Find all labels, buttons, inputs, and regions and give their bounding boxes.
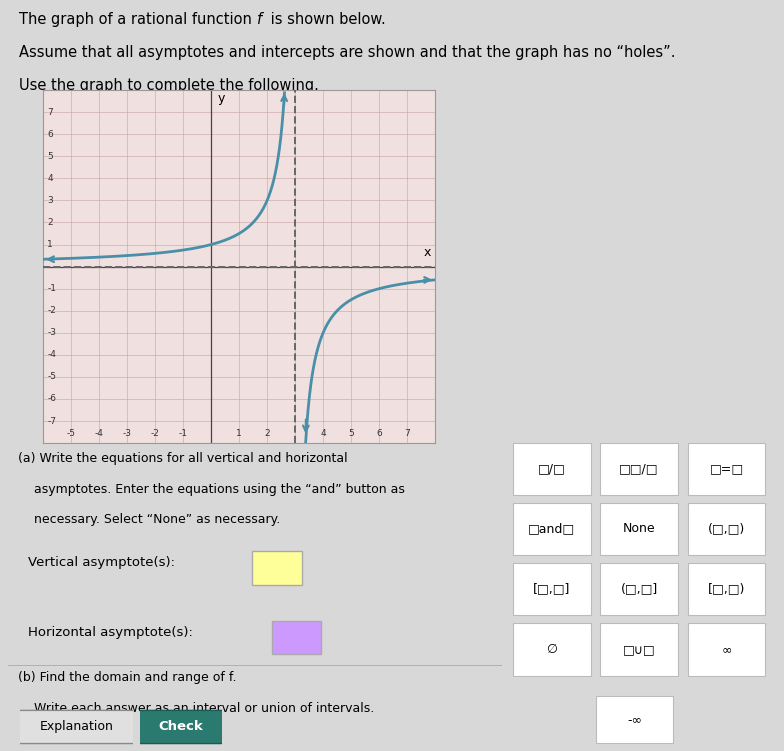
Text: Explanation: Explanation	[39, 720, 114, 734]
Text: -1: -1	[47, 284, 56, 293]
FancyBboxPatch shape	[688, 623, 765, 676]
Text: (a) Write the equations for all vertical and horizontal: (a) Write the equations for all vertical…	[18, 452, 347, 465]
Text: -4: -4	[47, 351, 56, 359]
Text: y: y	[218, 92, 226, 105]
Text: Use the graph to complete the following.: Use the graph to complete the following.	[20, 78, 319, 92]
Text: 6: 6	[47, 130, 53, 139]
Text: Vertical asymptote(s):: Vertical asymptote(s):	[27, 556, 175, 569]
Text: 2: 2	[47, 218, 53, 227]
Text: (□,□]: (□,□]	[620, 583, 658, 596]
Text: -4: -4	[95, 429, 103, 438]
Text: 7: 7	[47, 107, 53, 116]
Text: The graph of a rational function f: The graph of a rational function f	[20, 11, 261, 26]
Text: asymptotes. Enter the equations using the “and” button as: asymptotes. Enter the equations using th…	[18, 483, 405, 496]
Text: -∞: -∞	[627, 713, 642, 726]
Text: Horizontal asymptote(s):: Horizontal asymptote(s):	[27, 626, 192, 638]
FancyBboxPatch shape	[17, 710, 136, 743]
Text: ∅: ∅	[546, 643, 557, 656]
Text: is shown below.: is shown below.	[266, 11, 386, 26]
FancyBboxPatch shape	[138, 710, 223, 743]
Text: (b) Find the domain and range of f.: (b) Find the domain and range of f.	[18, 671, 236, 684]
Text: Assume that all asymptotes and intercepts are shown and that the graph has no “h: Assume that all asymptotes and intercept…	[20, 44, 676, 59]
FancyBboxPatch shape	[272, 621, 321, 654]
FancyBboxPatch shape	[513, 502, 590, 555]
Text: -5: -5	[67, 429, 75, 438]
Text: 4: 4	[321, 429, 326, 438]
Text: Check: Check	[158, 720, 203, 734]
Text: 2: 2	[264, 429, 270, 438]
Text: Write each answer as an interval or union of intervals.: Write each answer as an interval or unio…	[18, 701, 374, 715]
FancyBboxPatch shape	[596, 696, 673, 743]
Text: 5: 5	[348, 429, 354, 438]
Text: 4: 4	[47, 174, 53, 182]
Text: □/□: □/□	[538, 462, 565, 475]
FancyBboxPatch shape	[513, 623, 590, 676]
Text: 1: 1	[236, 429, 242, 438]
FancyBboxPatch shape	[601, 502, 678, 555]
FancyBboxPatch shape	[601, 442, 678, 495]
Text: (□,□): (□,□)	[708, 523, 745, 535]
Text: □□/□: □□/□	[619, 462, 659, 475]
Text: -2: -2	[151, 429, 160, 438]
Text: [□,□): [□,□)	[708, 583, 745, 596]
FancyBboxPatch shape	[688, 502, 765, 555]
Text: 7: 7	[405, 429, 410, 438]
Text: 3: 3	[47, 196, 53, 205]
Text: 5: 5	[47, 152, 53, 161]
Text: 6: 6	[376, 429, 382, 438]
Text: f: f	[257, 11, 262, 26]
Text: necessary. Select “None” as necessary.: necessary. Select “None” as necessary.	[18, 513, 280, 526]
Text: [□,□]: [□,□]	[533, 583, 571, 596]
FancyBboxPatch shape	[688, 442, 765, 495]
Text: -3: -3	[47, 328, 56, 337]
FancyBboxPatch shape	[513, 563, 590, 615]
Text: □and□: □and□	[528, 523, 575, 535]
Text: -5: -5	[47, 372, 56, 382]
Text: □=□: □=□	[710, 462, 743, 475]
Text: -1: -1	[179, 429, 187, 438]
FancyBboxPatch shape	[513, 442, 590, 495]
Text: 1: 1	[47, 240, 53, 249]
Text: -2: -2	[47, 306, 56, 315]
Text: -3: -3	[122, 429, 132, 438]
Text: □∪□: □∪□	[622, 643, 655, 656]
Text: x: x	[423, 246, 431, 259]
FancyBboxPatch shape	[688, 563, 765, 615]
Text: ∞: ∞	[721, 643, 731, 656]
Text: -7: -7	[47, 417, 56, 426]
FancyBboxPatch shape	[601, 623, 678, 676]
FancyBboxPatch shape	[601, 563, 678, 615]
Text: None: None	[622, 523, 655, 535]
FancyBboxPatch shape	[252, 551, 302, 584]
Text: -6: -6	[47, 394, 56, 403]
Text: The graph of a rational function: The graph of a rational function	[20, 11, 257, 26]
